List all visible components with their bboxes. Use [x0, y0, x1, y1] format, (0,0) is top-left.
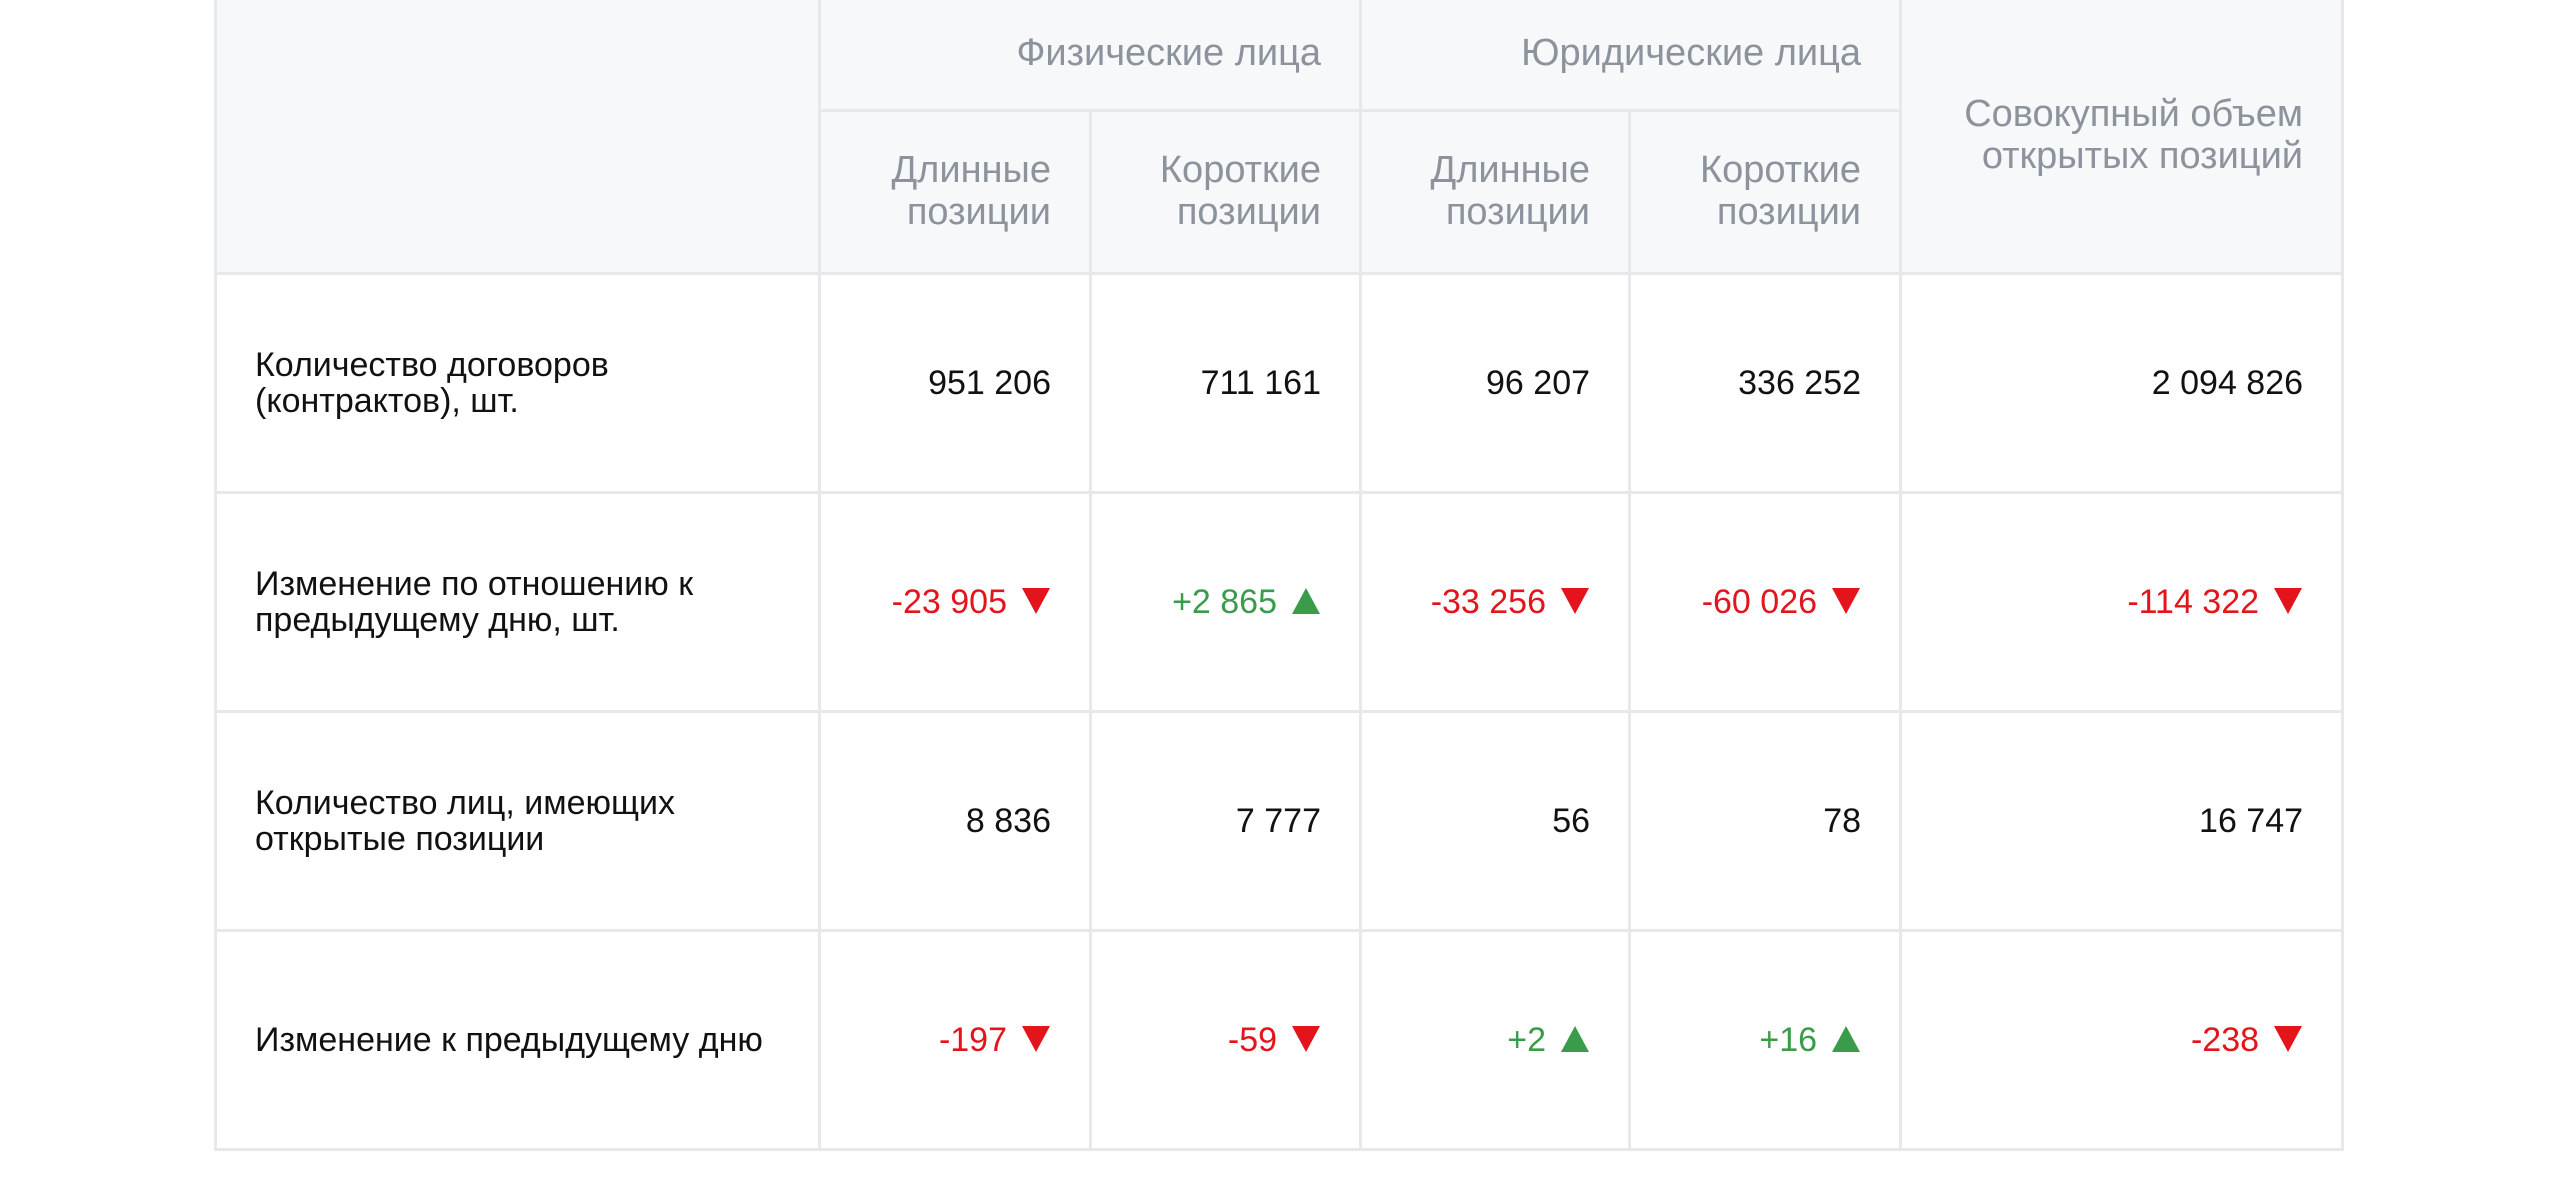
- total-header: Совокупный объем открытых позиций: [1899, 0, 2345, 275]
- row-label: Изменение по отношению к предыдущему дню…: [255, 564, 694, 639]
- value-cell: 78: [1628, 710, 1903, 932]
- value-cell: -114 322: [1899, 491, 2345, 713]
- cell-value: 56: [1552, 801, 1591, 840]
- row-label: Изменение к предыдущему дню: [255, 1020, 763, 1059]
- cell-value: 7 777: [1235, 801, 1322, 840]
- cell-value: +2 865: [1172, 582, 1278, 621]
- cell-value: 336 252: [1738, 363, 1862, 402]
- cell-value: 2 094 826: [2151, 363, 2304, 402]
- value-cell: -197: [818, 929, 1092, 1151]
- cell-value: 96 207: [1486, 363, 1591, 402]
- value-cell: -60 026: [1628, 491, 1903, 713]
- value-cell: -238: [1899, 929, 2345, 1151]
- arrow-up: [1292, 587, 1321, 614]
- cell-value: +16: [1759, 1020, 1818, 1059]
- value-cell: 56: [1359, 710, 1632, 932]
- subheader: Длинные позиции: [1359, 109, 1632, 275]
- value-cell: 951 206: [818, 272, 1092, 494]
- arrow-down: [1022, 1025, 1050, 1052]
- row-label: Количество договоров (контрактов), шт.: [255, 345, 609, 420]
- cell-value: -114 322: [2127, 582, 2260, 621]
- value-cell: 2 094 826: [1899, 272, 2345, 494]
- group-header: Юридические лица: [1359, 0, 1903, 112]
- value-cell: -59: [1088, 929, 1363, 1151]
- value-cell: +2 865: [1088, 491, 1363, 713]
- value-cell: -33 256: [1359, 491, 1632, 713]
- value-cell: 16 747: [1899, 710, 2345, 932]
- row-label-cell: Количество лиц, имеющих открытые позиции: [214, 710, 821, 932]
- value-cell: +2: [1359, 929, 1632, 1151]
- value-cell: -23 905: [818, 491, 1092, 713]
- arrow-shape: [1832, 1025, 1861, 1052]
- arrow-shape: [2274, 1025, 2303, 1052]
- arrow-down: [2274, 587, 2303, 614]
- table-row: Количество договоров (контрактов), шт. 95…: [214, 272, 2345, 494]
- value-cell: +16: [1628, 929, 1903, 1151]
- value-cell: 7 777: [1088, 710, 1363, 932]
- value-cell: 96 207: [1359, 272, 1632, 494]
- cell-value: 951 206: [928, 363, 1051, 402]
- table-body: Количество договоров (контрактов), шт. 95…: [214, 272, 2345, 1151]
- cell-value: -59: [1227, 1020, 1278, 1059]
- cell-value: 16 747: [2199, 801, 2304, 840]
- group-header: Физические лица: [817, 0, 1363, 112]
- arrow-shape: [2274, 587, 2303, 614]
- cell-value: 711 161: [1200, 363, 1322, 402]
- arrow-shape: [1292, 587, 1321, 614]
- arrow-down: [2274, 1025, 2303, 1052]
- arrow-down: [1561, 587, 1590, 614]
- subheader: Короткие позиции: [1628, 109, 1903, 275]
- positions-table: Физические лица Юридические лица Совокуп…: [214, 0, 2345, 1151]
- table-row: Изменение к предыдущему дню -197 -59 +2 +16 -…: [214, 929, 2345, 1151]
- arrow-up: [1561, 1025, 1590, 1052]
- cell-value: -197: [938, 1020, 1007, 1059]
- row-label-cell: Количество договоров (контрактов), шт.: [214, 272, 821, 494]
- arrow-down: [1292, 1025, 1321, 1052]
- corner-cell: [214, 0, 821, 275]
- arrow-shape: [1561, 1025, 1590, 1052]
- subheader-row: Длинные позиции Короткие позиции Длинные п…: [216, 109, 2343, 275]
- arrow-shape: [1561, 587, 1590, 614]
- arrow-shape: [1832, 587, 1861, 614]
- cell-value: -33 256: [1430, 582, 1547, 621]
- cell-value: +2: [1507, 1020, 1547, 1059]
- value-cell: 8 836: [818, 710, 1092, 932]
- header-row: Физические лица Юридические лица Совокуп…: [214, 0, 2345, 275]
- row-label-cell: Изменение к предыдущему дню: [214, 929, 821, 1151]
- cell-value: -23 905: [891, 582, 1007, 621]
- cell-value: -60 026: [1701, 582, 1818, 621]
- table-row: Изменение по отношению к предыдущему дню…: [214, 491, 2345, 713]
- arrow-shape: [1022, 587, 1050, 614]
- arrow-shape: [1292, 1025, 1321, 1052]
- subheader: Короткие позиции: [1088, 109, 1363, 275]
- arrow-down: [1022, 587, 1050, 614]
- table-row: Количество лиц, имеющих открытые позиции…: [214, 710, 2345, 932]
- row-label: Количество лиц, имеющих открытые позиции: [255, 783, 675, 858]
- value-cell: 711 161: [1088, 272, 1363, 494]
- subheader: Длинные позиции: [818, 109, 1092, 275]
- value-cell: 336 252: [1628, 272, 1903, 494]
- row-label-cell: Изменение по отношению к предыдущему дню…: [214, 491, 821, 713]
- cell-value: -238: [2190, 1020, 2260, 1059]
- arrow-up: [1832, 1025, 1861, 1052]
- cell-value: 8 836: [965, 801, 1051, 840]
- arrow-down: [1832, 587, 1861, 614]
- arrow-shape: [1022, 1025, 1050, 1052]
- cell-value: 78: [1823, 801, 1862, 840]
